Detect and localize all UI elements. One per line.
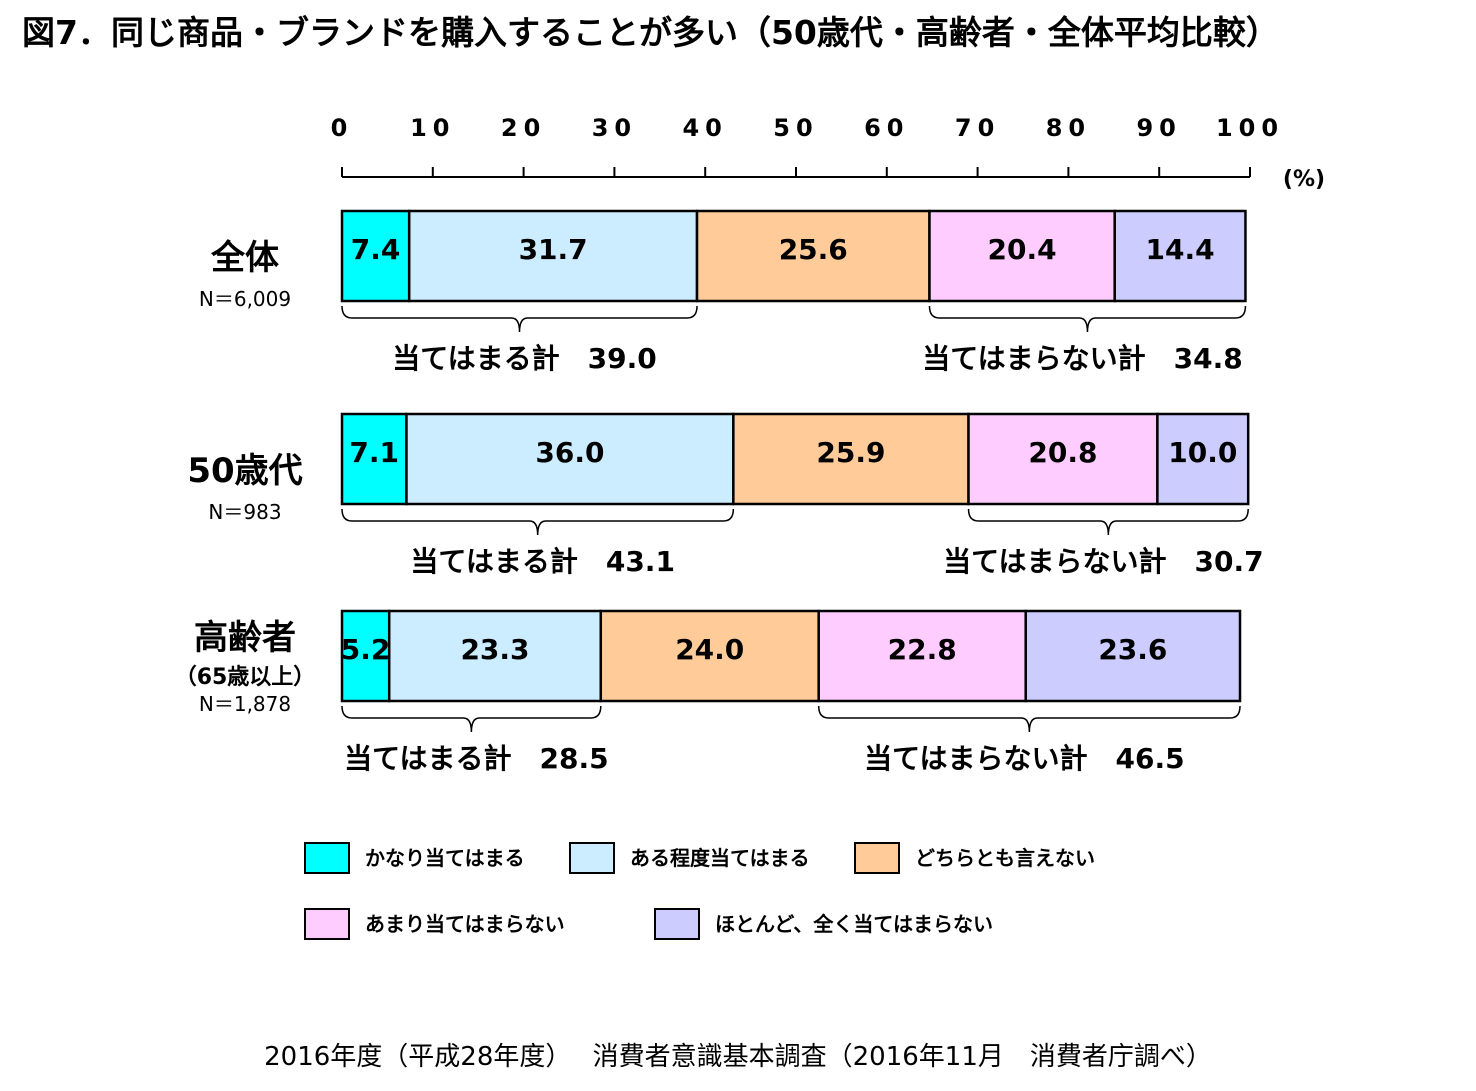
x-tick-label: 10 xyxy=(410,114,455,142)
bar-segment xyxy=(340,412,408,506)
bar-segment xyxy=(1156,412,1250,506)
x-tick-label: 40 xyxy=(682,114,727,142)
legend-swatch xyxy=(304,908,350,940)
bar-segment xyxy=(1113,209,1247,303)
total-label: 当てはまる計 39.0 xyxy=(392,342,657,375)
sample-size-label: N＝983 xyxy=(208,500,281,524)
bar-segment xyxy=(405,412,735,506)
x-tick-label: 70 xyxy=(955,114,1000,142)
bar-segment xyxy=(817,609,1027,703)
x-tick-label: 50 xyxy=(773,114,818,142)
bar-value-label: 10.0 xyxy=(1168,436,1237,469)
legend-label: かなり当てはまる xyxy=(365,846,525,870)
total-label: 当てはまらない計 34.8 xyxy=(922,342,1243,375)
bar-segment xyxy=(599,609,820,703)
chart-title: 図7．同じ商品・ブランドを購入することが多い（50歳代・高齢者・全体平均比較） xyxy=(22,13,1279,52)
bar-value-label: 36.0 xyxy=(535,436,604,469)
bar-value-label: 7.1 xyxy=(349,436,399,469)
total-bracket xyxy=(817,705,1241,733)
bar-value-label: 14.4 xyxy=(1146,233,1215,266)
bar-value-label: 20.8 xyxy=(1028,436,1097,469)
category-label: 50歳代 xyxy=(187,451,302,491)
bar-value-label: 20.4 xyxy=(988,233,1057,266)
bar-segment xyxy=(387,609,603,703)
total-label: 当てはまらない計 46.5 xyxy=(864,742,1185,775)
legend-label: あまり当てはまらない xyxy=(365,912,565,936)
legend-label: ほとんど、全く当てはまらない xyxy=(715,912,993,936)
sample-size-label: N＝1,878 xyxy=(199,692,291,716)
bars: 全体 N＝6,009 7.4 31.7 25.6 20.4 14.4 当てはまる計 39.0 当… xyxy=(175,209,1264,775)
category-sublabel: （65歳以上） xyxy=(175,665,316,690)
bar-value-label: 25.6 xyxy=(779,233,848,266)
legend-label: ある程度当てはまる xyxy=(630,846,810,870)
bar-value-label: 23.3 xyxy=(460,633,529,666)
total-bracket xyxy=(928,305,1247,333)
sample-size-label: N＝6,009 xyxy=(199,287,291,311)
x-tick-label: 20 xyxy=(501,114,546,142)
legend-swatch xyxy=(854,842,900,874)
total-bracket xyxy=(967,508,1249,536)
total-bracket xyxy=(341,508,735,536)
bar-segment xyxy=(340,209,411,303)
x-tick-label: 30 xyxy=(592,114,637,142)
total-label: 当てはまる計 43.1 xyxy=(410,545,675,578)
axis-unit-label: (%) xyxy=(1283,167,1325,192)
legend-label: どちらとも言えない xyxy=(915,846,1095,870)
total-bracket xyxy=(341,305,698,333)
bar-segment xyxy=(928,209,1116,303)
category-label: 全体 xyxy=(210,238,279,278)
total-label: 当てはまらない計 30.7 xyxy=(943,545,1264,578)
bar-value-label: 5.2 xyxy=(341,633,391,666)
legend-swatch xyxy=(304,842,350,874)
x-tick-label: 80 xyxy=(1046,114,1091,142)
bar-segment xyxy=(732,412,970,506)
legend-swatch xyxy=(654,908,700,940)
source-note: 2016年度（平成28年度） 消費者意識基本調査（2016年11月 消費者庁調べ… xyxy=(264,1042,1212,1072)
x-tick-label: 90 xyxy=(1136,114,1181,142)
bar-segment xyxy=(695,209,931,303)
bar-value-label: 7.4 xyxy=(351,233,401,266)
axis: 0 10 20 30 40 50 60 70 80 90 100 (%) xyxy=(331,114,1325,192)
bar-segment xyxy=(967,412,1159,506)
bar-value-label: 24.0 xyxy=(675,633,744,666)
total-bracket xyxy=(341,705,602,733)
x-tick-label: 60 xyxy=(864,114,909,142)
bar-segment xyxy=(1024,609,1242,703)
category-label: 高齢者 xyxy=(194,618,296,658)
bar-segment xyxy=(340,609,391,703)
legend-swatch xyxy=(569,842,615,874)
total-label: 当てはまる計 28.5 xyxy=(344,742,609,775)
bar-value-label: 23.6 xyxy=(1098,633,1167,666)
x-tick-label: 100 xyxy=(1216,114,1284,142)
bar-value-label: 25.9 xyxy=(816,436,885,469)
bar-value-label: 31.7 xyxy=(519,233,588,266)
bar-value-label: 22.8 xyxy=(888,633,957,666)
x-tick-label: 0 xyxy=(331,114,354,142)
